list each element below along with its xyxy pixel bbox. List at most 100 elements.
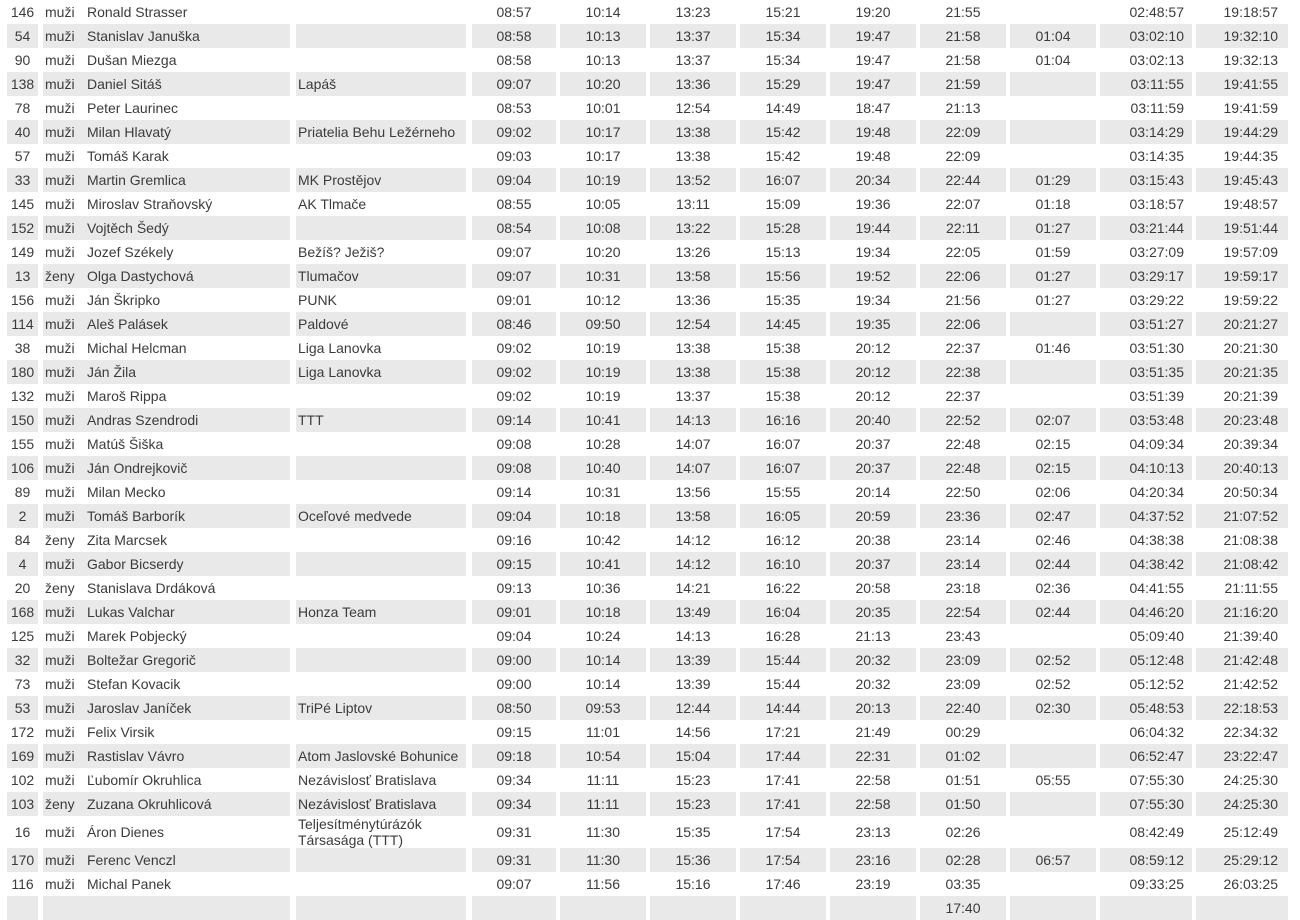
bib-cell: 156 <box>0 288 38 312</box>
split-2-cell: 10:19 <box>556 360 646 384</box>
result-row: 78 muži Peter Laurinec 08:53 10:01 12:54 14:49… <box>0 96 1288 120</box>
gender-cell: muži <box>38 96 81 120</box>
bib-cell: 40 <box>0 120 38 144</box>
total-time-cell: 19:44:35 <box>1192 144 1288 168</box>
gender-cell: muži <box>38 480 81 504</box>
split-6-cell: 23:36 <box>916 504 1006 528</box>
split-2-cell: 10:01 <box>556 96 646 120</box>
split-3-cell: 14:56 <box>646 720 736 744</box>
gender-cell: muži <box>38 216 81 240</box>
club-cell <box>290 624 466 648</box>
split-6-cell: 02:26 <box>916 816 1006 848</box>
split-3-cell: 15:23 <box>646 768 736 792</box>
split-7-cell: 02:30 <box>1006 696 1096 720</box>
split-2-cell: 10:24 <box>556 624 646 648</box>
split-1-cell: 09:01 <box>466 288 556 312</box>
name-cell: Gabor Bicserdy <box>81 552 290 576</box>
club-cell <box>290 576 466 600</box>
club-cell: AK Tlmače <box>290 192 466 216</box>
club-cell <box>290 0 466 24</box>
total-time-cell: 21:08:42 <box>1192 552 1288 576</box>
total-time-cell: 20:39:34 <box>1192 432 1288 456</box>
split-1-cell: 08:58 <box>466 24 556 48</box>
result-row: 16 muži Áron Dienes Teljesítménytúrázók Tár… <box>0 816 1288 848</box>
split-7-cell <box>1006 120 1096 144</box>
bib-cell: 103 <box>0 792 38 816</box>
result-row: 114 muži Aleš Palásek Paldové 08:46 09:50 12:5… <box>0 312 1288 336</box>
split-2-cell: 11:01 <box>556 720 646 744</box>
finish-time-cell: 03:27:09 <box>1096 240 1192 264</box>
club-cell <box>290 528 466 552</box>
club-cell: Priatelia Behu Ležérneho <box>290 120 466 144</box>
result-row: 17:40 <box>0 896 1288 920</box>
split-5-cell: 20:37 <box>826 456 916 480</box>
split-4-cell: 15:09 <box>736 192 826 216</box>
split-3-cell: 12:54 <box>646 96 736 120</box>
finish-time-cell: 04:20:34 <box>1096 480 1192 504</box>
finish-time-cell: 09:33:25 <box>1096 872 1192 896</box>
split-6-cell: 03:35 <box>916 872 1006 896</box>
split-7-cell <box>1006 72 1096 96</box>
split-3-cell: 13:39 <box>646 648 736 672</box>
split-1-cell <box>466 896 556 920</box>
split-6-cell: 23:14 <box>916 552 1006 576</box>
split-2-cell: 10:13 <box>556 48 646 72</box>
name-cell: Zita Marcsek <box>81 528 290 552</box>
split-1-cell: 09:02 <box>466 336 556 360</box>
split-5-cell: 20:34 <box>826 168 916 192</box>
split-6-cell: 00:29 <box>916 720 1006 744</box>
split-3-cell: 12:54 <box>646 312 736 336</box>
split-1-cell: 09:08 <box>466 456 556 480</box>
finish-time-cell: 05:12:48 <box>1096 648 1192 672</box>
name-cell: Ján Škripko <box>81 288 290 312</box>
split-4-cell: 16:16 <box>736 408 826 432</box>
gender-cell: muži <box>38 144 81 168</box>
finish-time-cell: 03:29:22 <box>1096 288 1192 312</box>
split-2-cell: 10:17 <box>556 120 646 144</box>
split-6-cell: 22:37 <box>916 336 1006 360</box>
split-1-cell: 09:00 <box>466 672 556 696</box>
gender-cell: muži <box>38 648 81 672</box>
split-4-cell: 16:28 <box>736 624 826 648</box>
split-1-cell: 09:07 <box>466 240 556 264</box>
split-3-cell: 13:58 <box>646 264 736 288</box>
gender-cell: muži <box>38 288 81 312</box>
split-2-cell: 10:18 <box>556 504 646 528</box>
split-6-cell: 01:50 <box>916 792 1006 816</box>
bib-cell: 168 <box>0 600 38 624</box>
gender-cell: ženy <box>38 264 81 288</box>
result-row: 20 ženy Stanislava Drdáková 09:13 10:36 14:21… <box>0 576 1288 600</box>
finish-time-cell: 04:41:55 <box>1096 576 1192 600</box>
name-cell: Maroš Rippa <box>81 384 290 408</box>
split-2-cell: 10:31 <box>556 264 646 288</box>
split-7-cell: 02:47 <box>1006 504 1096 528</box>
name-cell: Áron Dienes <box>81 816 290 848</box>
split-7-cell: 01:04 <box>1006 48 1096 72</box>
split-3-cell: 14:21 <box>646 576 736 600</box>
gender-cell <box>38 896 81 920</box>
split-4-cell: 16:07 <box>736 456 826 480</box>
split-7-cell: 01:27 <box>1006 264 1096 288</box>
name-cell: Matúš Šiška <box>81 432 290 456</box>
split-5-cell: 20:12 <box>826 360 916 384</box>
bib-cell: 38 <box>0 336 38 360</box>
result-row: 172 muži Felix Virsik 09:15 11:01 14:56 17:21 2… <box>0 720 1288 744</box>
result-row: 40 muži Milan Hlavatý Priatelia Behu Ležérn… <box>0 120 1288 144</box>
split-2-cell: 10:54 <box>556 744 646 768</box>
name-cell: Stanislava Drdáková <box>81 576 290 600</box>
name-cell: Ronald Strasser <box>81 0 290 24</box>
split-4-cell: 15:38 <box>736 336 826 360</box>
split-3-cell: 12:44 <box>646 696 736 720</box>
bib-cell: 20 <box>0 576 38 600</box>
gender-cell: muži <box>38 408 81 432</box>
split-1-cell: 09:08 <box>466 432 556 456</box>
bib-cell: 4 <box>0 552 38 576</box>
split-5-cell: 20:32 <box>826 672 916 696</box>
club-cell: TTT <box>290 408 466 432</box>
split-6-cell: 01:51 <box>916 768 1006 792</box>
name-cell: Michal Panek <box>81 872 290 896</box>
split-5-cell: 20:14 <box>826 480 916 504</box>
split-3-cell: 13:49 <box>646 600 736 624</box>
split-5-cell: 19:36 <box>826 192 916 216</box>
total-time-cell: 20:21:27 <box>1192 312 1288 336</box>
